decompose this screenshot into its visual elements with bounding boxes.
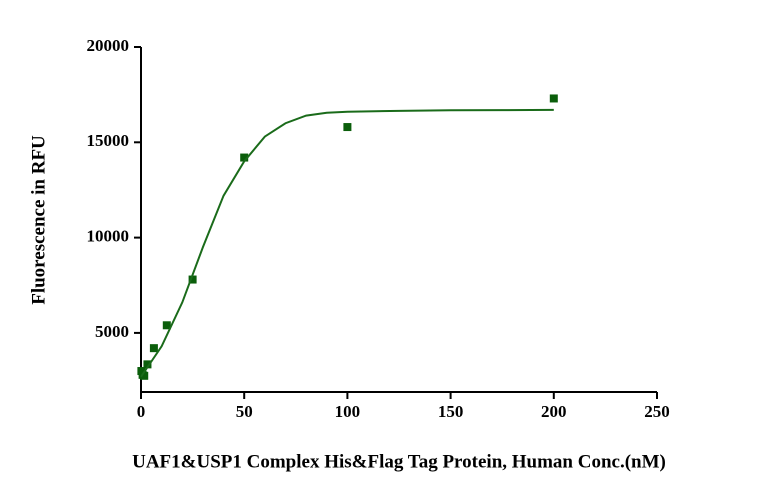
x-tick-label: 200 [541, 402, 567, 421]
data-point [140, 371, 149, 380]
y-tick-label: 15000 [87, 131, 130, 150]
data-point [143, 360, 152, 369]
data-point [162, 321, 171, 330]
x-axis-label: UAF1&USP1 Complex His&Flag Tag Protein, … [132, 451, 666, 472]
data-point [188, 275, 197, 284]
data-point [343, 123, 352, 132]
x-tick-label: 50 [236, 402, 253, 421]
fit-curve [140, 108, 554, 378]
data-point [240, 153, 249, 162]
y-tick-label: 10000 [87, 227, 130, 246]
x-tick-label: 150 [438, 402, 464, 421]
data-point [549, 94, 558, 103]
y-tick-label: 5000 [95, 322, 129, 341]
y-tick-label: 20000 [87, 36, 130, 55]
x-tick-label: 100 [335, 402, 361, 421]
y-axis-label: Fluorescence in RFU [28, 135, 49, 305]
x-tick-label: 0 [137, 402, 146, 421]
data-point [149, 344, 158, 353]
x-tick-label: 250 [644, 402, 670, 421]
